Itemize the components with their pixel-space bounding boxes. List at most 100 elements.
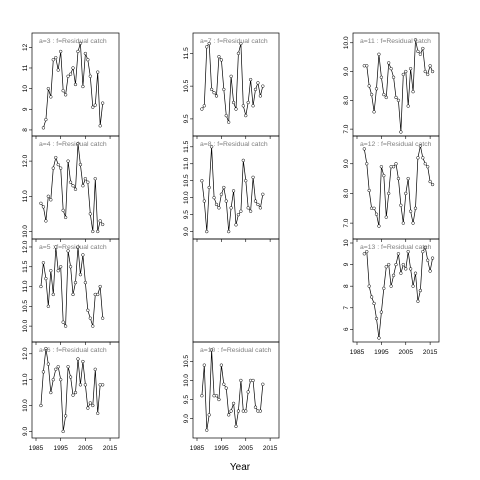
data-point xyxy=(239,41,243,46)
data-point xyxy=(59,49,63,54)
data-point xyxy=(428,269,432,273)
data-point xyxy=(98,284,102,289)
data-point xyxy=(253,405,258,409)
y-tick-label: 7.0 xyxy=(343,124,350,133)
data-point xyxy=(365,162,369,166)
data-point xyxy=(246,390,250,394)
data-point xyxy=(379,165,384,169)
data-point xyxy=(54,367,58,371)
data-point xyxy=(96,411,100,415)
data-point xyxy=(63,93,68,97)
panel-frame xyxy=(352,135,440,240)
data-point xyxy=(387,191,391,196)
data-point xyxy=(377,336,381,340)
data-point xyxy=(411,284,415,288)
data-point xyxy=(418,52,423,56)
data-point xyxy=(258,94,263,98)
data-point xyxy=(253,199,258,203)
y-tick-label: 11.0 xyxy=(22,190,29,203)
data-point xyxy=(430,69,435,74)
data-point xyxy=(413,38,418,42)
data-point xyxy=(93,177,97,181)
data-point xyxy=(382,92,386,97)
panel-label: a=13 : f=Residual catch xyxy=(360,244,432,251)
data-point xyxy=(406,104,410,108)
y-tick-label: 10.0 xyxy=(22,399,29,412)
data-point xyxy=(54,245,58,249)
data-point xyxy=(222,87,226,92)
data-point xyxy=(411,221,415,225)
data-point xyxy=(261,84,265,88)
series-line xyxy=(201,146,264,232)
data-point xyxy=(224,199,228,203)
series-line xyxy=(364,246,433,339)
data-point xyxy=(396,98,401,102)
data-point xyxy=(88,212,92,216)
y-tick-label: 11.5 xyxy=(183,47,190,60)
data-point xyxy=(251,378,255,383)
data-point xyxy=(39,201,43,205)
data-point xyxy=(396,252,401,256)
data-point xyxy=(78,273,83,277)
x-tick-label: 2015 xyxy=(263,445,278,452)
panel-frame xyxy=(352,32,440,137)
series-line xyxy=(40,348,103,432)
data-point xyxy=(91,105,95,109)
data-point xyxy=(46,86,50,91)
data-point xyxy=(384,95,388,100)
data-point xyxy=(44,346,48,351)
data-point xyxy=(236,212,241,217)
data-point xyxy=(421,249,425,254)
series-line xyxy=(364,39,433,133)
y-tick-label: 12.0 xyxy=(22,240,29,253)
data-point xyxy=(88,74,92,78)
data-point xyxy=(68,375,73,379)
data-point xyxy=(61,429,65,434)
y-tick-label: 6 xyxy=(343,327,350,331)
data-point xyxy=(207,185,211,190)
data-point xyxy=(408,267,413,271)
data-point xyxy=(66,74,70,78)
data-point xyxy=(231,100,236,105)
data-point xyxy=(229,74,233,78)
data-point xyxy=(416,299,420,303)
data-point xyxy=(367,188,371,193)
data-point xyxy=(382,286,386,290)
x-tick-label: 2005 xyxy=(239,445,254,452)
data-point xyxy=(234,424,238,428)
data-point xyxy=(394,262,398,267)
data-point xyxy=(222,382,226,386)
data-point xyxy=(63,215,68,220)
data-point xyxy=(253,87,258,92)
data-point xyxy=(91,229,95,234)
x-tick-label: 1995 xyxy=(53,445,68,452)
data-point xyxy=(41,126,46,130)
data-point xyxy=(202,104,206,108)
data-point xyxy=(39,284,43,289)
data-point xyxy=(56,162,60,167)
data-point xyxy=(248,209,253,213)
data-point xyxy=(205,428,209,432)
data-point xyxy=(379,310,384,314)
panel-label: a=8 : f=Residual catch xyxy=(200,141,268,148)
data-point xyxy=(426,165,430,169)
data-point xyxy=(387,262,391,267)
data-point xyxy=(365,249,369,254)
data-point xyxy=(256,81,260,85)
data-point xyxy=(219,58,224,62)
data-point xyxy=(256,202,260,207)
data-point xyxy=(207,41,211,46)
data-point xyxy=(66,159,70,163)
data-point xyxy=(404,191,408,196)
data-point xyxy=(421,156,425,160)
y-tick-label: 9.5 xyxy=(183,114,190,123)
data-point xyxy=(416,156,420,160)
data-point xyxy=(391,75,396,79)
data-point xyxy=(54,155,58,160)
x-tick-label: 1985 xyxy=(350,349,365,356)
y-tick-label: 8 xyxy=(22,128,29,132)
panel: 8 9 10 11 12 a=3 : f=Residual catch xyxy=(22,32,120,139)
panel-label: a=12 : f=Residual catch xyxy=(360,141,432,148)
y-tick-label: 10 xyxy=(343,239,350,247)
